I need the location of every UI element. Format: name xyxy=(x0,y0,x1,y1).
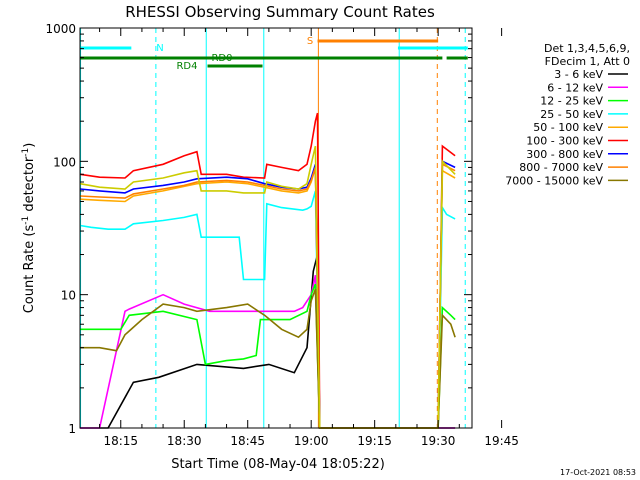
legend-label-3: 25 - 50 keV xyxy=(540,108,603,121)
x-tick-label-1: 18:30 xyxy=(167,434,202,448)
y-tick-label-2: 100 xyxy=(53,155,76,169)
state-label-rd0: RD0 xyxy=(211,53,232,64)
chart-title: RHESSI Observing Summary Count Rates xyxy=(125,3,435,21)
legend-label-0: 3 - 6 keV xyxy=(554,68,603,81)
y-tick-label-3: 1000 xyxy=(45,22,76,36)
legend: Det 1,3,4,5,6,9,FDecim 1, Att 03 - 6 keV… xyxy=(505,42,630,187)
plot-frame xyxy=(79,27,473,429)
footer-date: 17-Oct-2021 08:53 xyxy=(560,468,636,477)
legend-label-6: 300 - 800 keV xyxy=(526,148,603,161)
state-label-n: N xyxy=(156,43,163,54)
y-tick-label-1: 10 xyxy=(61,289,76,303)
series-line-9 xyxy=(79,145,456,429)
x-tick-label-3: 19:00 xyxy=(294,434,329,448)
series-line-5 xyxy=(79,112,456,429)
legend-label-4: 50 - 100 keV xyxy=(533,121,603,134)
legend-label-2: 12 - 25 keV xyxy=(540,95,603,108)
x-tick-label-2: 18:45 xyxy=(230,434,265,448)
legend-header-1: FDecim 1, Att 0 xyxy=(545,55,630,68)
x-tick-label-5: 19:30 xyxy=(421,434,456,448)
state-label-s: S xyxy=(307,36,313,47)
legend-label-5: 100 - 300 keV xyxy=(526,135,603,148)
legend-label-7: 800 - 7000 keV xyxy=(519,161,603,174)
state-label-rd4: RD4 xyxy=(176,61,197,72)
legend-header-0: Det 1,3,4,5,6,9, xyxy=(544,42,630,55)
legend-label-8: 7000 - 15000 keV xyxy=(505,174,603,187)
y-axis-label: Count Rate (s-1 detector-1) xyxy=(21,143,37,314)
x-axis-label: Start Time (08-May-04 18:05:22) xyxy=(171,457,385,472)
y-tick-label-0: 1 xyxy=(68,422,76,436)
x-tick-label-6: 19:45 xyxy=(484,434,519,448)
x-tick-label-0: 18:15 xyxy=(103,434,138,448)
legend-label-1: 6 - 12 keV xyxy=(547,81,603,94)
x-tick-label-4: 19:15 xyxy=(357,434,392,448)
